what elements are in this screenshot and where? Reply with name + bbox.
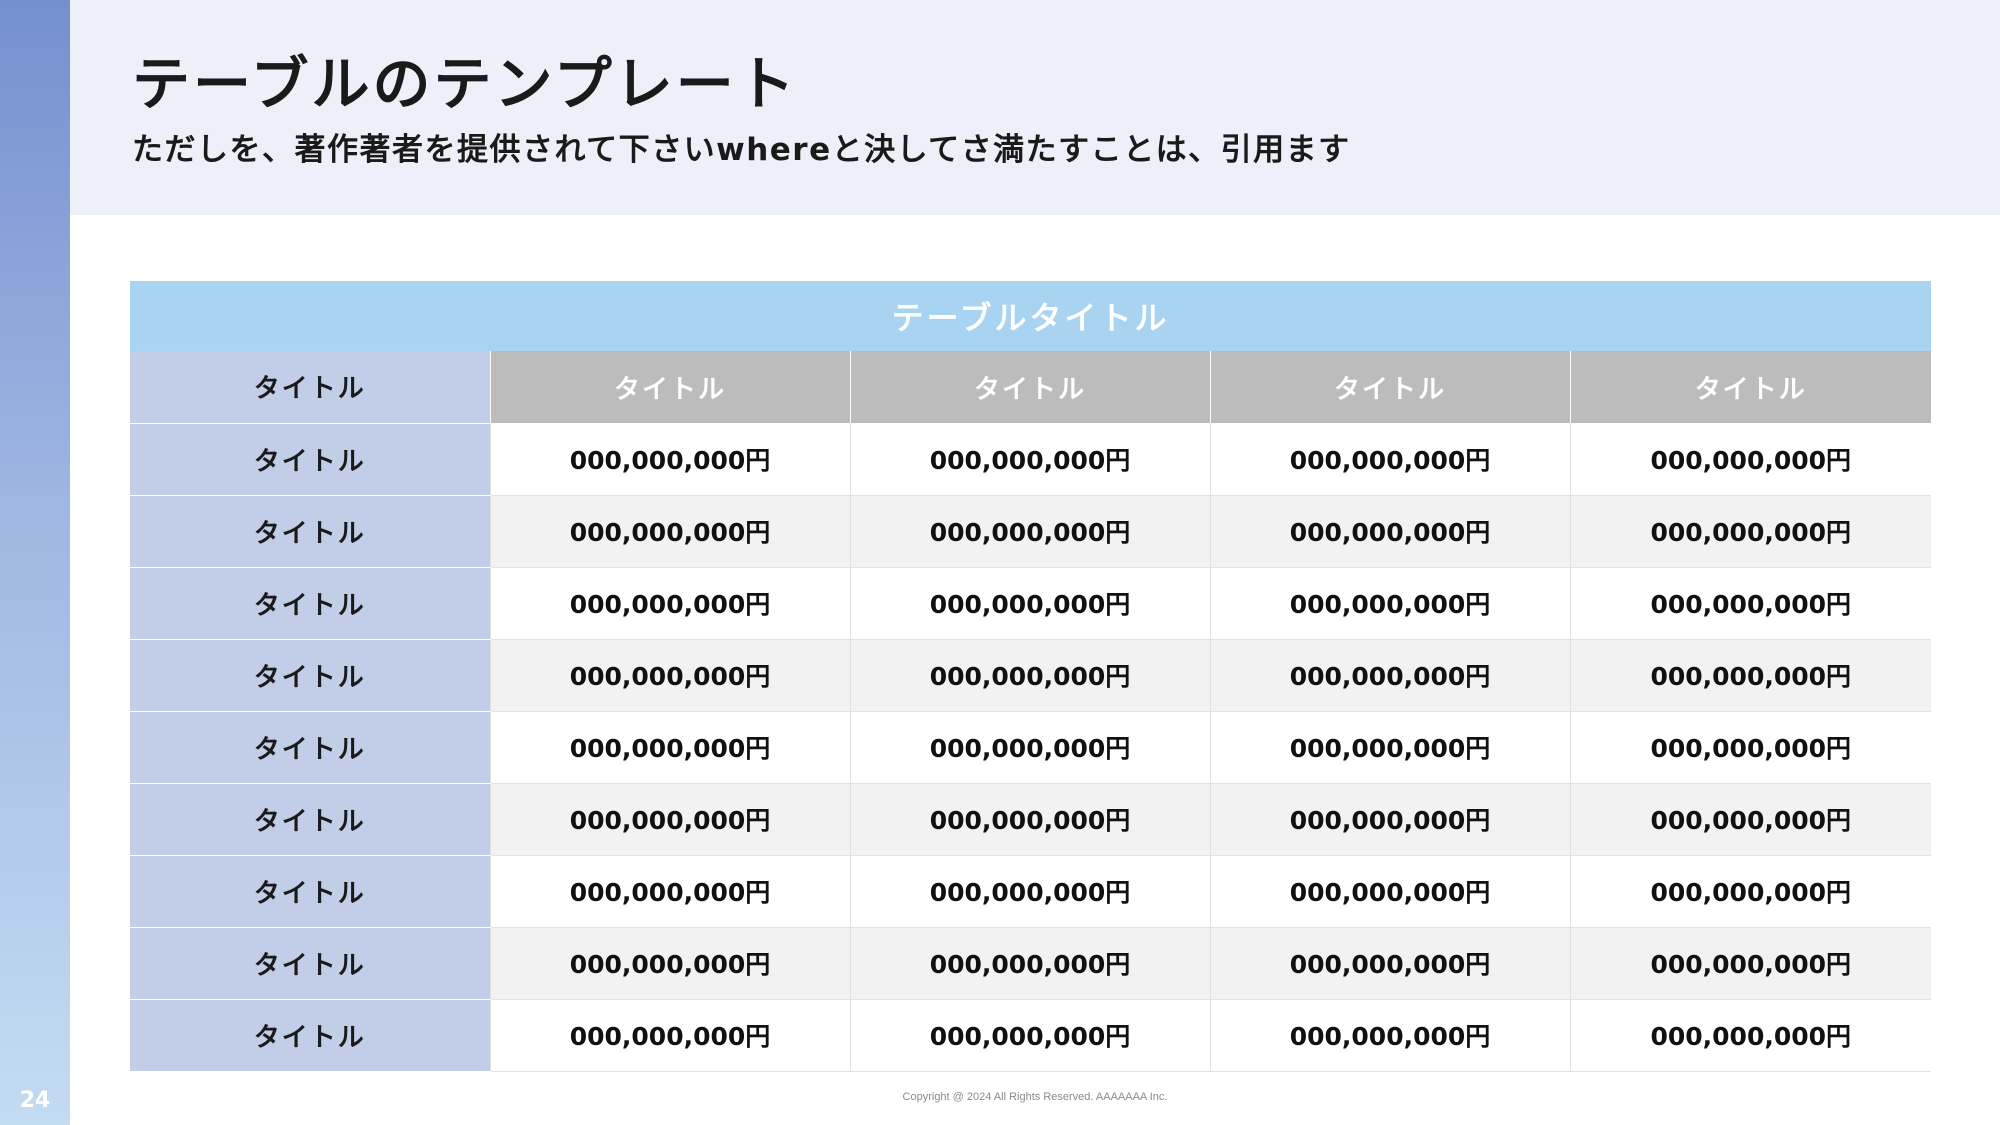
value-cell: 000,000,000円 — [489, 711, 850, 784]
page-number: 24 — [19, 1088, 51, 1113]
value-cell: 000,000,000円 — [849, 567, 1210, 640]
value-cell: 000,000,000円 — [849, 639, 1210, 712]
value-cell: 000,000,000円 — [1209, 567, 1570, 640]
table-row: タイトル 000,000,000円 000,000,000円 000,000,0… — [130, 639, 1932, 712]
column-header: タイトル — [489, 351, 850, 423]
row-header: タイトル — [130, 999, 490, 1072]
table-header-row: タイトル タイトル タイトル タイトル タイトル — [130, 351, 1932, 424]
row-header: タイトル — [130, 567, 490, 640]
column-header: タイトル — [1209, 351, 1570, 423]
value-cell: 000,000,000円 — [849, 855, 1210, 928]
value-cell: 000,000,000円 — [1209, 423, 1570, 496]
column-header: タイトル — [849, 351, 1210, 423]
table-title-row: テーブルタイトル — [130, 281, 1932, 351]
value-cell: 000,000,000円 — [1569, 783, 1932, 856]
value-cell: 000,000,000円 — [1209, 999, 1570, 1072]
data-table-container: テーブルタイトル タイトル タイトル タイトル タイトル タイトル タイトル 0… — [130, 281, 1932, 1072]
value-cell: 000,000,000円 — [489, 567, 850, 640]
row-header: タイトル — [130, 423, 490, 496]
row-header: タイトル — [130, 927, 490, 1000]
value-cell: 000,000,000円 — [1569, 639, 1932, 712]
value-cell: 000,000,000円 — [1209, 855, 1570, 928]
value-cell: 000,000,000円 — [1569, 855, 1932, 928]
value-cell: 000,000,000円 — [849, 999, 1210, 1072]
column-header: タイトル — [1569, 351, 1932, 423]
value-cell: 000,000,000円 — [489, 783, 850, 856]
data-table: テーブルタイトル タイトル タイトル タイトル タイトル タイトル タイトル 0… — [130, 281, 1932, 1072]
value-cell: 000,000,000円 — [489, 927, 850, 1000]
corner-header: タイトル — [130, 351, 490, 424]
value-cell: 000,000,000円 — [1209, 783, 1570, 856]
value-cell: 000,000,000円 — [1569, 495, 1932, 568]
table-title: テーブルタイトル — [130, 281, 1932, 351]
sidebar-accent — [0, 0, 70, 1125]
value-cell: 000,000,000円 — [489, 423, 850, 496]
row-header: タイトル — [130, 783, 490, 856]
value-cell: 000,000,000円 — [849, 927, 1210, 1000]
value-cell: 000,000,000円 — [1209, 639, 1570, 712]
value-cell: 000,000,000円 — [1209, 711, 1570, 784]
page-title: テーブルのテンプレート — [132, 50, 798, 118]
row-header: タイトル — [130, 495, 490, 568]
header-band — [70, 0, 2000, 215]
table-row: タイトル 000,000,000円 000,000,000円 000,000,0… — [130, 567, 1932, 640]
value-cell: 000,000,000円 — [849, 423, 1210, 496]
value-cell: 000,000,000円 — [1209, 495, 1570, 568]
value-cell: 000,000,000円 — [1209, 927, 1570, 1000]
value-cell: 000,000,000円 — [1569, 999, 1932, 1072]
page-subtitle: ただしを、著作著者を提供されて下さいwhereと決してさ満たすことは、引用ます — [132, 132, 1351, 168]
value-cell: 000,000,000円 — [489, 855, 850, 928]
value-cell: 000,000,000円 — [849, 495, 1210, 568]
value-cell: 000,000,000円 — [489, 495, 850, 568]
value-cell: 000,000,000円 — [1569, 711, 1932, 784]
table-row: タイトル 000,000,000円 000,000,000円 000,000,0… — [130, 783, 1932, 856]
value-cell: 000,000,000円 — [1569, 927, 1932, 1000]
table-row: タイトル 000,000,000円 000,000,000円 000,000,0… — [130, 855, 1932, 928]
value-cell: 000,000,000円 — [489, 999, 850, 1072]
table-row: タイトル 000,000,000円 000,000,000円 000,000,0… — [130, 711, 1932, 784]
copyright-footer: Copyright @ 2024 All Rights Reserved. AA… — [902, 1091, 1168, 1103]
table-row: タイトル 000,000,000円 000,000,000円 000,000,0… — [130, 423, 1932, 496]
table-row: タイトル 000,000,000円 000,000,000円 000,000,0… — [130, 999, 1932, 1072]
row-header: タイトル — [130, 855, 490, 928]
value-cell: 000,000,000円 — [849, 783, 1210, 856]
value-cell: 000,000,000円 — [489, 639, 850, 712]
value-cell: 000,000,000円 — [1569, 567, 1932, 640]
row-header: タイトル — [130, 639, 490, 712]
value-cell: 000,000,000円 — [1569, 423, 1932, 496]
table-row: タイトル 000,000,000円 000,000,000円 000,000,0… — [130, 927, 1932, 1000]
row-header: タイトル — [130, 711, 490, 784]
table-row: タイトル 000,000,000円 000,000,000円 000,000,0… — [130, 495, 1932, 568]
value-cell: 000,000,000円 — [849, 711, 1210, 784]
